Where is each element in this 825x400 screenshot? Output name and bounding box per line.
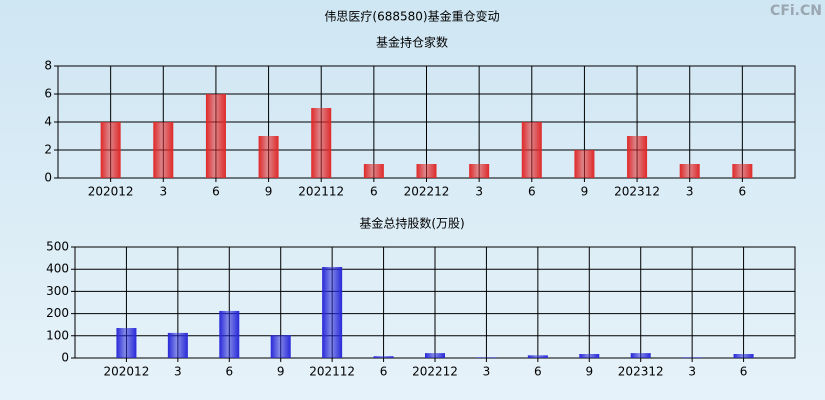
bar [270,335,291,358]
bar [579,354,600,358]
y-tick-label: 8 [44,59,52,73]
bar [322,266,343,358]
y-tick-label: 100 [46,328,69,342]
x-tick-label: 202312 [618,365,664,379]
bar [527,355,548,358]
x-tick-label: 202312 [614,185,660,199]
page-title: 伟思医疗(688580)基金重仓变动 [324,9,499,24]
y-tick-label: 0 [44,171,52,185]
bar [682,357,703,358]
bar [116,328,137,358]
x-tick-label: 9 [277,365,285,379]
x-tick-label: 3 [483,365,491,379]
x-tick-label: 3 [688,365,696,379]
x-tick-label: 202012 [88,185,134,199]
x-tick-label: 6 [739,185,747,199]
x-tick-label: 202112 [298,185,344,199]
x-tick-label: 6 [225,365,233,379]
y-tick-label: 0 [61,351,69,365]
x-tick-label: 6 [370,185,378,199]
bar [416,164,437,178]
bar [167,332,188,358]
x-tick-label: 6 [740,365,748,379]
x-tick-label: 3 [686,185,694,199]
bar [679,164,700,178]
y-tick-label: 2 [44,143,52,157]
bar [733,354,754,358]
bar [732,164,753,178]
y-tick-label: 6 [44,87,52,101]
watermark: CFi.CN [770,3,822,19]
chart-title: 基金持仓家数 [376,35,448,50]
bar [363,164,384,178]
x-tick-label: 6 [528,185,536,199]
chart-title: 基金总持股数(万股) [359,216,464,231]
y-tick-label: 4 [44,115,52,129]
bar [219,310,240,358]
bar [521,122,542,178]
bar [469,164,490,178]
x-tick-label: 202212 [412,365,458,379]
x-tick-label: 202112 [309,365,355,379]
x-tick-label: 6 [380,365,388,379]
bar [311,108,332,178]
bar [574,150,595,178]
y-tick-label: 500 [46,240,69,254]
y-tick-label: 300 [46,284,69,298]
y-tick-label: 200 [46,306,69,320]
bar [630,353,651,358]
x-tick-label: 6 [534,365,542,379]
bar [373,356,394,358]
x-tick-label: 3 [475,185,483,199]
bar [627,136,648,178]
bar [258,136,279,178]
bar [476,357,497,358]
x-tick-label: 3 [174,365,182,379]
x-tick-label: 9 [585,365,593,379]
x-tick-label: 9 [265,185,273,199]
bar [153,122,174,178]
bar [100,122,121,178]
x-tick-label: 9 [581,185,589,199]
x-tick-label: 6 [212,185,220,199]
x-tick-label: 202212 [404,185,450,199]
x-tick-label: 202012 [104,365,150,379]
bar [425,353,445,358]
x-tick-label: 3 [159,185,167,199]
y-tick-label: 400 [46,262,69,276]
bar [205,94,226,178]
